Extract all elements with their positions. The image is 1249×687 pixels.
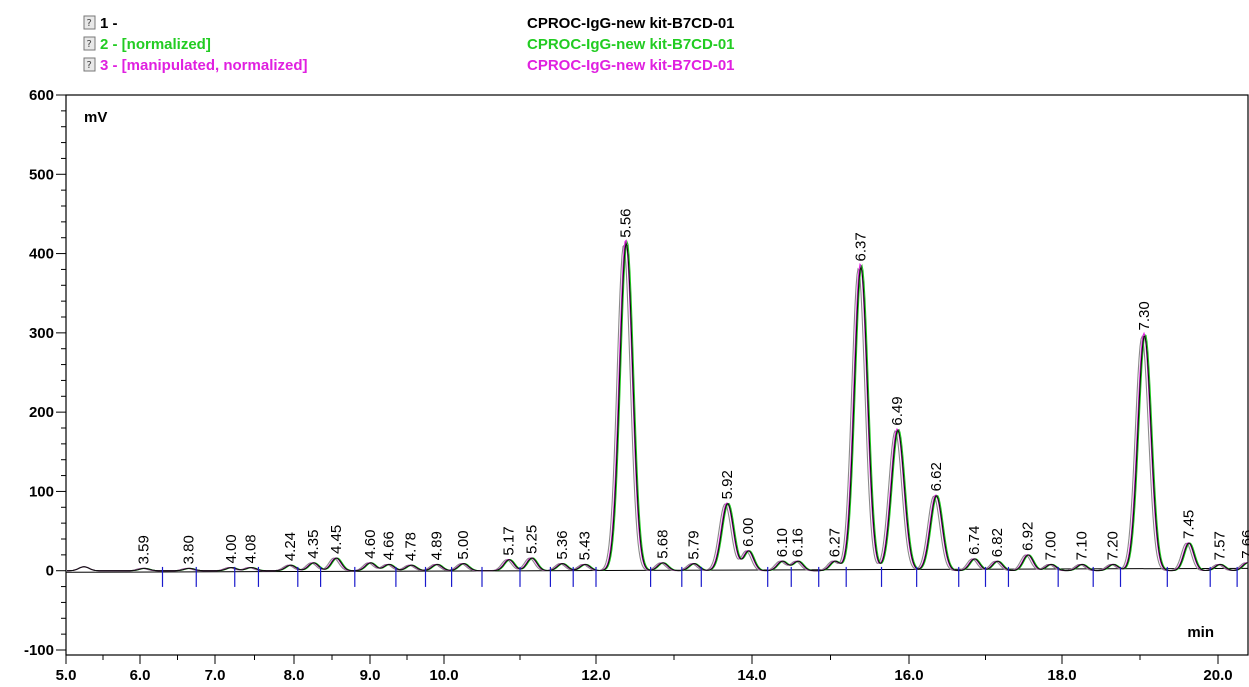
- peak-label: 7.30: [1136, 301, 1153, 330]
- peak-label: 7.20: [1105, 531, 1122, 560]
- trace-line-2: [67, 239, 1249, 572]
- peak-label: 5.36: [554, 530, 571, 559]
- x-tick-label: 5.0: [56, 667, 77, 684]
- peak-label: 3.59: [136, 535, 153, 564]
- plot-frame: [65, 94, 1249, 656]
- peak-label: 5.68: [654, 530, 671, 559]
- trace-line-4: [67, 241, 1249, 572]
- legend-entry-sample: CPROC-IgG-new kit-B7CD-01: [527, 36, 735, 53]
- x-tick-label: 12.0: [581, 667, 610, 684]
- y-tick-label: 0: [46, 563, 54, 580]
- peak-label: 5.00: [455, 530, 472, 559]
- peak-labels: 3.59 3.80 4.00 4.08 4.24 4.35 4.45 4.60 4.66 4.78…: [136, 208, 1249, 564]
- peak-label: 4.45: [328, 525, 345, 554]
- y-tick-label: 400: [29, 246, 54, 263]
- y-tick-label: 100: [29, 483, 54, 500]
- peak-label: 5.17: [501, 526, 518, 555]
- y-tick-label: 200: [29, 404, 54, 421]
- traces: [67, 239, 1249, 572]
- peak-label: 7.10: [1074, 531, 1091, 560]
- legend-entry-label: 1 -: [100, 15, 118, 32]
- x-tick-label: 9.0: [360, 667, 381, 684]
- x-tick-label: 14.0: [737, 667, 766, 684]
- y-tick-label: -100: [24, 642, 54, 659]
- legend: ? 1 - CPROC-IgG-new kit-B7CD-01? 2 - [norma…: [83, 15, 735, 74]
- peak-label: 6.49: [889, 396, 906, 425]
- svg-text:?: ?: [87, 39, 92, 50]
- peak-label: 4.24: [282, 532, 299, 561]
- legend-entry-label: 2 - [normalized]: [100, 36, 211, 53]
- svg-text:?: ?: [87, 60, 92, 71]
- peak-label: 4.08: [243, 534, 260, 563]
- peak-label: 4.35: [305, 530, 322, 559]
- y-tick-label: 300: [29, 325, 54, 342]
- y-unit-label: mV: [84, 109, 107, 126]
- peak-label: 6.16: [790, 528, 807, 557]
- peak-label: 7.00: [1043, 531, 1060, 560]
- peak-label: 6.82: [989, 528, 1006, 557]
- x-tick-label: 6.0: [130, 667, 151, 684]
- peak-label: 5.92: [719, 470, 736, 499]
- peak-label: 6.27: [826, 528, 843, 557]
- peak-label: 6.92: [1020, 522, 1037, 551]
- peak-label: 6.37: [852, 232, 869, 261]
- peak-label: 7.45: [1180, 510, 1197, 539]
- legend-file-icon: ?: [83, 57, 96, 72]
- peak-label: 7.66: [1239, 530, 1249, 559]
- legend-entry-label: 3 - [manipulated, normalized]: [100, 57, 308, 74]
- legend-entry-sample: CPROC-IgG-new kit-B7CD-01: [527, 15, 735, 32]
- y-axis: 600 500 400 300 200 100 0 -100: [24, 87, 66, 659]
- trace-line-1: [67, 244, 1249, 572]
- trace-line-3: [67, 239, 1249, 572]
- x-unit-label: min: [1187, 624, 1214, 641]
- peak-label: 6.00: [740, 518, 757, 547]
- x-tick-label: 18.0: [1047, 667, 1076, 684]
- peak-label: 4.00: [223, 534, 240, 563]
- peak-label: 6.74: [966, 526, 983, 555]
- svg-text:?: ?: [87, 18, 92, 29]
- x-tick-label: 20.0: [1203, 667, 1232, 684]
- peak-label: 4.89: [429, 531, 446, 560]
- y-tick-label: 600: [29, 87, 54, 104]
- x-axis: 5.06.07.08.09.010.012.014.016.018.020.02…: [56, 655, 1233, 684]
- peak-label: 3.80: [181, 535, 198, 564]
- peak-label: 7.57: [1212, 531, 1229, 560]
- legend-file-icon: ?: [83, 15, 96, 30]
- x-tick-label: 16.0: [894, 667, 923, 684]
- legend-file-icon: ?: [83, 36, 96, 51]
- integration-markers: [161, 566, 1238, 587]
- peak-label: 6.62: [928, 462, 945, 491]
- legend-entry-sample: CPROC-IgG-new kit-B7CD-01: [527, 57, 735, 74]
- peak-label: 4.66: [381, 531, 398, 560]
- y-tick-label: 500: [29, 166, 54, 183]
- peak-label: 5.56: [618, 208, 635, 237]
- x-tick-label: 8.0: [284, 667, 305, 684]
- peak-label: 5.25: [523, 525, 540, 554]
- baseline-line: [65, 567, 1249, 573]
- peak-label: 5.79: [686, 530, 703, 559]
- peak-label: 4.60: [362, 530, 379, 559]
- peak-label: 5.43: [577, 531, 594, 560]
- peak-label: 6.10: [774, 528, 791, 557]
- x-tick-label: 10.0: [429, 667, 458, 684]
- x-tick-label: 7.0: [205, 667, 226, 684]
- peak-label: 4.78: [403, 532, 420, 561]
